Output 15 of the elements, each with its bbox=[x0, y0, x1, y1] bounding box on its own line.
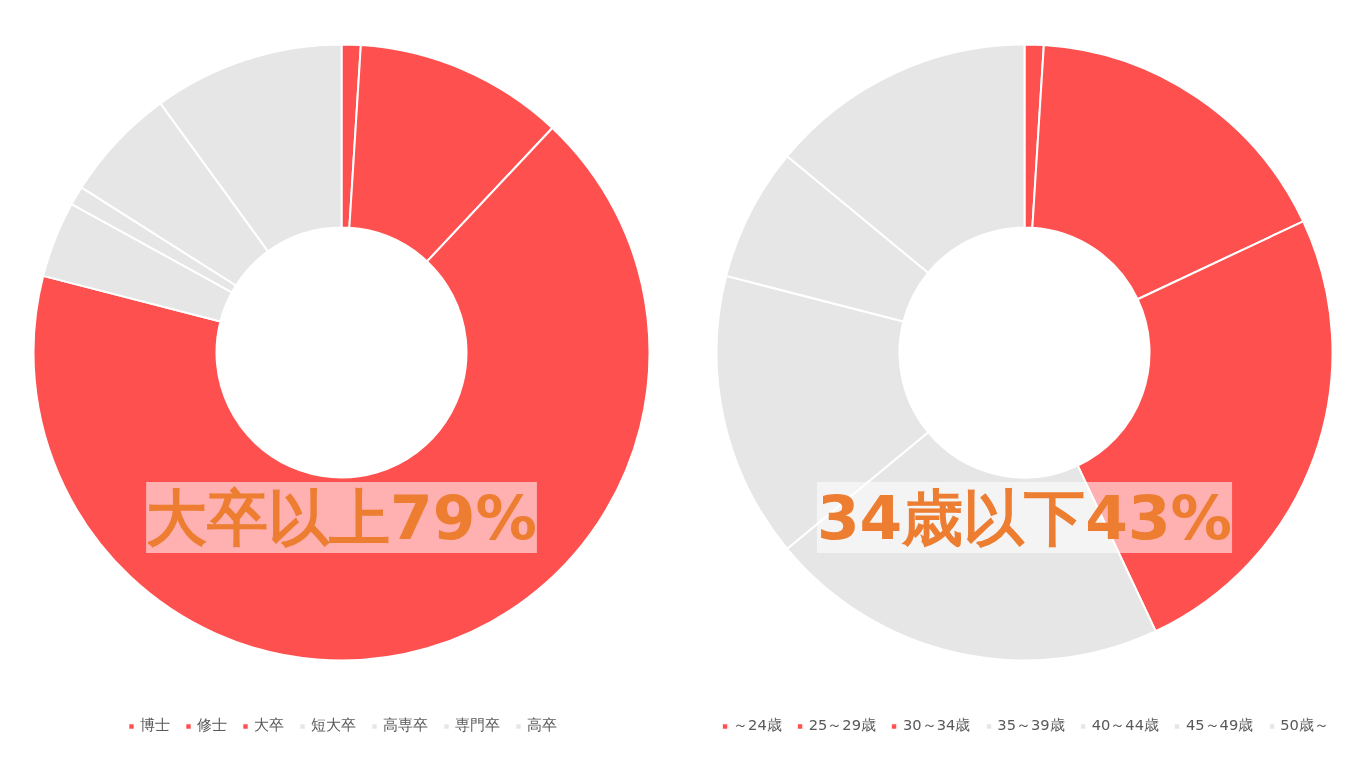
legend-label: 高卒 bbox=[526, 716, 557, 735]
legend-label: 高専卒 bbox=[382, 716, 428, 735]
legend-label: 大卒 bbox=[253, 716, 284, 735]
legend-label: 25～29歳 bbox=[808, 716, 877, 735]
legend-label: 40～44歳 bbox=[1091, 716, 1159, 735]
legend-label: 50歳～ bbox=[1280, 716, 1329, 735]
legend-label: ～24歳 bbox=[733, 716, 782, 735]
legend-label: 35～39歳 bbox=[997, 716, 1065, 735]
legend-label: 修士 bbox=[196, 716, 227, 735]
legend-label: 短大卒 bbox=[310, 716, 356, 735]
legend-label: 博士 bbox=[139, 716, 170, 735]
legend-label: 45～49歳 bbox=[1185, 716, 1254, 735]
legend-label: 30～34歳 bbox=[903, 716, 971, 735]
legend-label: 専門卒 bbox=[454, 716, 500, 735]
text: 大卒以上79% bbox=[146, 482, 537, 553]
